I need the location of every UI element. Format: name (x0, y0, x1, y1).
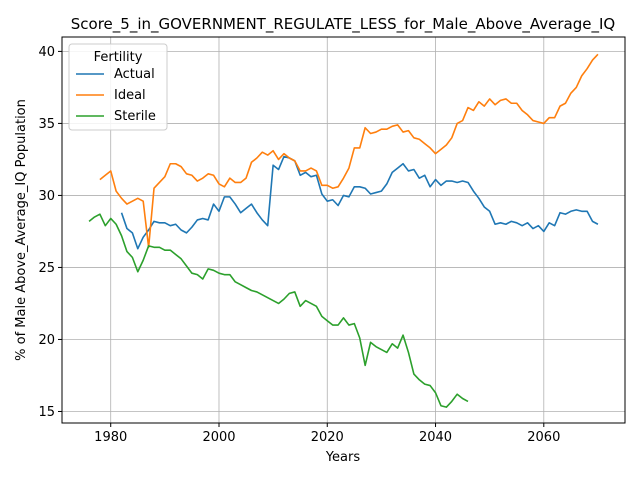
x-tick-label: 2000 (202, 430, 235, 445)
x-tick-label: 2060 (527, 430, 560, 445)
y-tick-label: 25 (38, 261, 55, 276)
chart-title: Score_5_in_GOVERNMENT_REGULATE_LESS_for_… (71, 15, 615, 34)
legend: Fertility Actual Ideal Sterile (68, 43, 168, 131)
series-line-ideal (99, 53, 599, 249)
x-tick-label: 1980 (94, 430, 127, 445)
x-axis-label: Years (325, 450, 361, 465)
ticks: 1980 2000 2020 2040 2060 15 20 25 30 35 40 (38, 45, 560, 445)
legend-box (68, 43, 168, 131)
y-tick-label: 40 (38, 45, 55, 60)
legend-label-ideal: Ideal (114, 88, 146, 103)
series-group (88, 53, 599, 408)
y-axis-label: % of Male Above_Average_IQ Population (14, 99, 29, 361)
plot-area-frame (61, 36, 626, 424)
grid (62, 37, 625, 423)
legend-items: Actual Ideal Sterile (76, 67, 156, 124)
x-tick-label: 2020 (311, 430, 344, 445)
y-tick-label: 20 (38, 333, 55, 348)
legend-title: Fertility (94, 50, 143, 65)
legend-label-actual: Actual (114, 67, 155, 82)
y-tick-label: 30 (38, 189, 55, 204)
y-tick-label: 15 (38, 405, 55, 420)
legend-label-sterile: Sterile (114, 109, 156, 124)
series-line-sterile (88, 213, 469, 408)
y-tick-label: 35 (38, 117, 55, 132)
series-line-actual (120, 155, 599, 250)
x-tick-label: 2040 (419, 430, 452, 445)
